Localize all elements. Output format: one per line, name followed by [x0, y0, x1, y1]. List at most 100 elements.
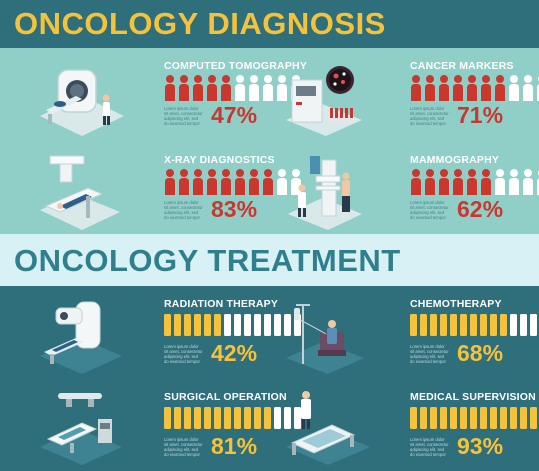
- item-percentage: 47%: [211, 102, 258, 128]
- item-title: X-RAY DIAGNOSTICS: [164, 154, 275, 166]
- bar-segment-filled: [204, 314, 211, 336]
- lab-analyzer-icon: [282, 58, 374, 150]
- bar-segment-filled: [520, 407, 527, 429]
- bar-segment-filled: [460, 314, 467, 336]
- bar-segment-filled: [244, 407, 251, 429]
- treatment-item-surgical-operation: SURGICAL OPERATION Lorem ipsum dolor sit…: [36, 389, 301, 471]
- person-icon-filled: [481, 75, 491, 101]
- item-percentage: 81%: [211, 433, 258, 459]
- diagnosis-item-mammography: MAMMOGRAPHY Lorem ipsum dolor sit amet, …: [282, 152, 539, 244]
- bar-segment-filled: [410, 407, 417, 429]
- bar-segment-empty: [510, 314, 517, 336]
- treatment-section: RADIATION THERAPY Lorem ipsum dolor sit …: [0, 286, 539, 471]
- people-pictogram: [411, 75, 539, 101]
- item-title: SURGICAL OPERATION: [164, 391, 287, 403]
- xray-machine-icon: [36, 152, 128, 244]
- item-description: Lorem ipsum dolor sit amet, consectetur …: [410, 344, 449, 365]
- person-icon-empty: [263, 75, 273, 101]
- person-icon-filled: [249, 169, 259, 195]
- bar-segment-filled: [440, 314, 447, 336]
- person-icon-filled: [179, 169, 189, 195]
- bar-segment-filled: [164, 314, 171, 336]
- person-icon-empty: [495, 169, 505, 195]
- treatment-item-radiation-therapy: RADIATION THERAPY Lorem ipsum dolor sit …: [36, 296, 301, 388]
- bar-segment-filled: [510, 407, 517, 429]
- person-icon-filled: [207, 75, 217, 101]
- bar-segment-filled: [440, 407, 447, 429]
- bar-segment-empty: [264, 314, 271, 336]
- bar-segment-filled: [214, 407, 221, 429]
- person-icon-empty: [235, 75, 245, 101]
- person-icon-filled: [179, 75, 189, 101]
- item-description: Lorem ipsum dolor sit amet, consectetur …: [410, 106, 449, 127]
- bar-segment-empty: [284, 314, 291, 336]
- item-percentage: 83%: [211, 196, 258, 222]
- bar-segment-empty: [234, 314, 241, 336]
- item-title: CANCER MARKERS: [410, 60, 514, 72]
- bar-segment-filled: [214, 314, 221, 336]
- item-percentage: 68%: [457, 340, 504, 366]
- bar-segment-filled: [164, 407, 171, 429]
- person-icon-empty: [277, 169, 287, 195]
- bar-segment-filled: [460, 407, 467, 429]
- diagnosis-header: ONCOLOGY DIAGNOSIS: [0, 0, 539, 48]
- bar-segment-filled: [254, 407, 261, 429]
- person-icon-empty: [249, 75, 259, 101]
- person-icon-filled: [411, 75, 421, 101]
- person-icon-empty: [291, 169, 301, 195]
- treatment-item-medical-supervision: MEDICAL SUPERVISION Lorem ipsum dolor si…: [282, 389, 539, 471]
- bar-segment-filled: [184, 407, 191, 429]
- bar-segment-filled: [500, 407, 507, 429]
- bar-segment-filled: [184, 314, 191, 336]
- bar-segment-filled: [420, 407, 427, 429]
- person-icon-filled: [439, 75, 449, 101]
- mammography-icon: [282, 152, 374, 244]
- person-icon-filled: [207, 169, 217, 195]
- bar-segment-filled: [194, 407, 201, 429]
- bar-segment-empty: [244, 314, 251, 336]
- person-icon-filled: [467, 169, 477, 195]
- bar-segment-filled: [500, 314, 507, 336]
- people-pictogram: [165, 169, 301, 195]
- item-title: CHEMOTHERAPY: [410, 298, 502, 310]
- bar-segment-filled: [194, 314, 201, 336]
- person-icon-filled: [453, 75, 463, 101]
- progress-bars: [164, 314, 301, 336]
- treatment-heading: ONCOLOGY TREATMENT: [14, 243, 401, 278]
- item-description: Lorem ipsum dolor sit amet, consectetur …: [410, 437, 449, 458]
- bar-segment-filled: [470, 407, 477, 429]
- bar-segment-filled: [490, 314, 497, 336]
- item-description: Lorem ipsum dolor sit amet, consectetur …: [164, 200, 203, 221]
- person-icon-filled: [221, 75, 231, 101]
- bar-segment-filled: [480, 407, 487, 429]
- person-icon-filled: [165, 75, 175, 101]
- person-icon-filled: [453, 169, 463, 195]
- item-title: COMPUTED TOMOGRAPHY: [164, 60, 308, 72]
- diagnosis-heading: ONCOLOGY DIAGNOSIS: [14, 6, 386, 41]
- bar-segment-filled: [450, 314, 457, 336]
- bar-segment-empty: [284, 407, 291, 429]
- person-icon-empty: [523, 75, 533, 101]
- bar-segment-empty: [530, 314, 537, 336]
- bar-segment-filled: [490, 407, 497, 429]
- bar-segment-filled: [430, 314, 437, 336]
- person-icon-empty: [523, 169, 533, 195]
- bar-segment-filled: [224, 407, 231, 429]
- iv-drip-patient-icon: [282, 296, 374, 388]
- person-icon-filled: [467, 75, 477, 101]
- diagnosis-item-xray-diagnostics: X-RAY DIAGNOSTICS Lorem ipsum dolor sit …: [36, 152, 301, 244]
- bar-segment-filled: [174, 314, 181, 336]
- bar-segment-empty: [294, 407, 301, 429]
- bar-segment-filled: [480, 314, 487, 336]
- surgery-table-icon: [36, 389, 128, 471]
- person-icon-empty: [509, 169, 519, 195]
- bar-segment-filled: [234, 407, 241, 429]
- treatment-item-chemotherapy: CHEMOTHERAPY Lorem ipsum dolor sit amet,…: [282, 296, 539, 388]
- bar-segment-filled: [470, 314, 477, 336]
- item-description: Lorem ipsum dolor sit amet, consectetur …: [410, 200, 449, 221]
- person-icon-empty: [277, 75, 287, 101]
- treatment-header: ONCOLOGY TREATMENT: [0, 234, 539, 286]
- bar-segment-filled: [264, 407, 271, 429]
- bar-segment-empty: [274, 314, 281, 336]
- diagnosis-item-computed-tomography: COMPUTED TOMOGRAPHY Lorem ipsum dolor si…: [36, 58, 307, 150]
